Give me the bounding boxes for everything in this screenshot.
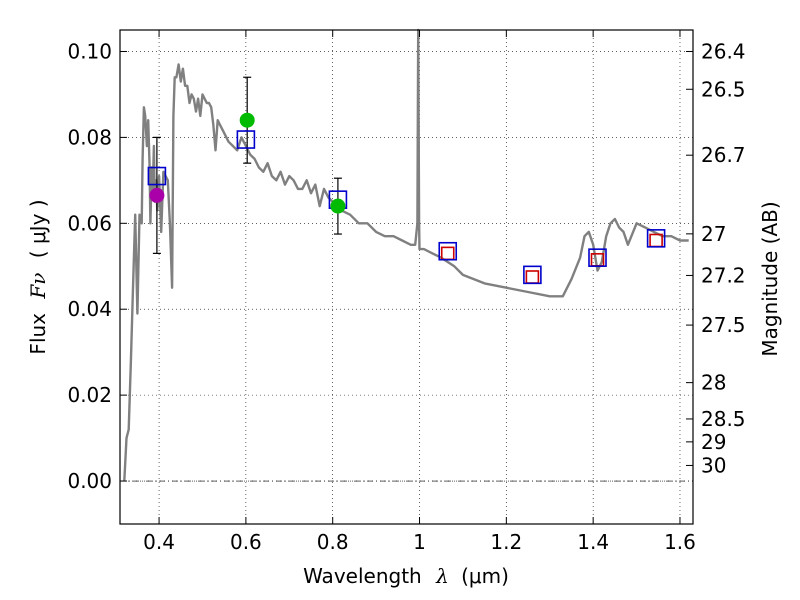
markers [147,76,666,285]
observed-point-red [525,270,540,284]
y-tick-label: 0.08 [67,125,112,149]
y-axis-label-symbol: Fν [26,273,50,300]
x-tick-label: 0.8 [317,530,349,554]
x-tick-label: 1.6 [664,530,696,554]
y-tick-label: 0.06 [67,211,112,235]
x-tick-label: 0.4 [143,530,175,554]
y-axis-label: Flux Fν ( μJy ) [26,199,50,354]
grid [120,30,693,524]
mag-tick-label: 26.5 [701,77,746,101]
model-photometry-point [588,248,607,267]
model-photometry-point [438,241,458,261]
x-tick-label: 1 [413,530,426,554]
y-axis-label-unit: ( μJy ) [26,199,50,258]
x-axis-label-unit: (μm) [461,564,509,588]
mag-tick-label: 26.7 [701,143,746,167]
mag-tick-label: 30 [701,453,726,477]
x-axis-label-symbol: λ [435,564,449,588]
x-tick-label: 1.4 [577,530,609,554]
x-ticks: 0.4 0.6 0.8 1 1.2 1.4 1.6 [143,30,696,554]
y-tick-label: 0.02 [67,383,112,407]
mag-tick-label: 27 [701,222,726,246]
model-photometry-point [236,130,256,149]
y-tick-label: 0.04 [67,297,112,321]
plot-frame [119,29,694,525]
mag-tick-label: 27.5 [701,313,746,337]
y-ticks: 0.00 0.02 0.04 0.06 0.08 0.10 [67,39,127,493]
x-tick-label: 0.6 [230,530,262,554]
observed-point-green [330,198,346,214]
y-tick-label: 0.10 [67,39,112,63]
mag-tick-label: 28 [701,371,726,395]
x-tick-label: 1.2 [490,530,522,554]
y2-axis-label: Magnitude (AB) [758,201,782,356]
observed-point-red [440,246,455,261]
y-axis-label-prefix: Flux [26,313,50,355]
mag-tick-label: 26.4 [701,39,746,63]
model-photometry-point [646,229,666,248]
mag-tick-label: 29 [701,430,726,454]
x-axis-label: Wavelength λ (μm) [303,564,509,588]
y-tick-label: 0.00 [67,469,112,493]
x-axis-label-prefix: Wavelength [303,564,422,588]
observed-point-purple [149,187,165,203]
model-photometry-point [147,166,167,186]
mag-tick-label: 27.2 [701,263,746,287]
mag-tick-label: 28.5 [701,407,746,431]
observed-point-green [239,112,255,128]
model-photometry-point [523,265,542,285]
